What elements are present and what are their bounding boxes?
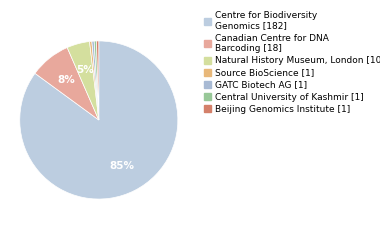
Legend: Centre for Biodiversity
Genomics [182], Canadian Centre for DNA
Barcoding [18], : Centre for Biodiversity Genomics [182], … [202,9,380,116]
Wedge shape [90,41,99,120]
Wedge shape [92,41,99,120]
Text: 8%: 8% [58,75,76,85]
Wedge shape [67,42,99,120]
Wedge shape [20,41,178,199]
Wedge shape [97,41,99,120]
Wedge shape [94,41,99,120]
Text: 5%: 5% [76,66,94,75]
Wedge shape [35,48,99,120]
Text: 85%: 85% [109,161,135,171]
